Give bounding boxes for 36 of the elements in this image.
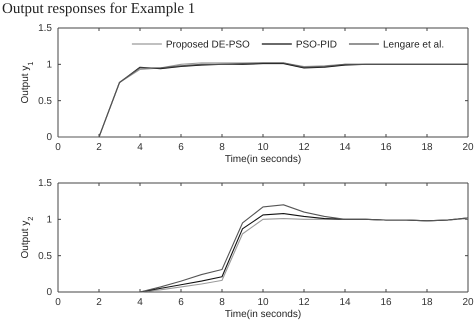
chart-title: Output responses for Example 1 <box>2 1 196 17</box>
x-tick-label: 2 <box>96 297 102 308</box>
x-tick-label: 6 <box>178 297 184 308</box>
y-tick-label: 0.5 <box>38 96 52 107</box>
y-tick-label: 1 <box>46 60 52 71</box>
x-tick-label: 4 <box>137 297 144 308</box>
x-axis-title: Time(in seconds) <box>224 154 302 165</box>
legend-label: Lengare et al. <box>382 40 444 50</box>
y-tick-label: 1 <box>46 214 52 226</box>
x-tick-label: 0 <box>55 297 62 308</box>
legend-label: Proposed DE-PSO <box>166 40 250 50</box>
x-tick-label: 10 <box>257 142 269 154</box>
y-tick-label: 0.5 <box>38 250 52 262</box>
x-tick-label: 8 <box>219 297 226 308</box>
x-tick-label: 14 <box>339 142 351 154</box>
x-tick-label: 10 <box>257 297 269 308</box>
x-tick-label: 12 <box>298 297 310 308</box>
x-tick-label: 12 <box>298 142 310 154</box>
x-tick-label: 4 <box>137 142 144 154</box>
x-tick-label: 16 <box>380 142 392 154</box>
legend-label: PSO-PID <box>296 40 337 50</box>
x-tick-label: 0 <box>55 142 62 154</box>
y-tick-label: 0 <box>46 132 52 144</box>
x-tick-label: 16 <box>380 297 392 308</box>
x-tick-label: 2 <box>96 142 102 154</box>
x-tick-label: 8 <box>219 142 226 154</box>
x-tick-label: 18 <box>421 297 433 308</box>
x-axis-title: Time(in seconds) <box>224 309 302 320</box>
x-tick-label: 6 <box>178 142 184 154</box>
y-tick-label: 1.5 <box>38 23 52 34</box>
x-tick-label: 20 <box>462 297 474 308</box>
x-tick-label: 20 <box>462 142 474 154</box>
y-tick-label: 1.5 <box>38 178 52 190</box>
x-tick-label: 18 <box>421 142 433 154</box>
x-tick-label: 14 <box>339 297 351 308</box>
y-tick-label: 0 <box>46 287 52 298</box>
